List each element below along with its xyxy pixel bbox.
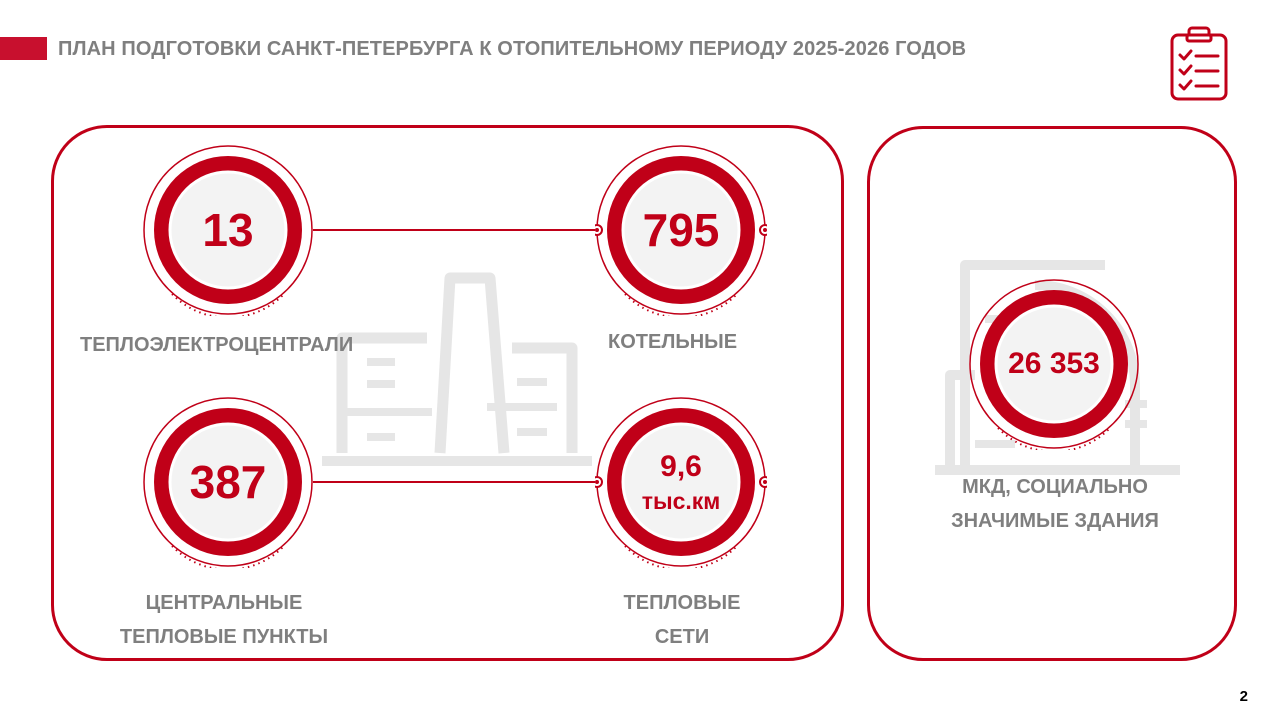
stat-networks-value: 9,6 тыс.км: [595, 396, 767, 568]
stat-substations-value: 387: [189, 456, 267, 508]
caption-buildings: МКД, СОЦИАЛЬНО ЗНАЧИМЫЕ ЗДАНИЯ: [951, 476, 1159, 532]
caption-substations: ЦЕНТРАЛЬНЫЕ ТЕПЛОВЫЕ ПУНКТЫ: [119, 592, 329, 648]
stat-boilers: 795: [595, 144, 767, 316]
title-accent-bar: [0, 37, 47, 60]
stat-networks: 9,6 тыс.км: [595, 396, 767, 568]
caption-networks: ТЕПЛОВЫЕ СЕТИ: [623, 592, 741, 648]
page-number: 2: [1239, 688, 1248, 705]
stat-substations: 387: [142, 396, 314, 568]
connector-line-bottom: [313, 481, 599, 483]
stat-chp-value: 13: [202, 204, 254, 256]
stat-buildings-value: 26 353: [1008, 347, 1100, 380]
connector-line-top: [313, 229, 599, 231]
stat-boilers-value: 795: [642, 204, 720, 256]
stat-buildings: 26 353: [968, 278, 1140, 450]
slide-title: ПЛАН ПОДГОТОВКИ САНКТ-ПЕТЕРБУРГА К ОТОПИ…: [58, 38, 967, 60]
stat-networks-number: 9,6: [660, 449, 702, 483]
caption-chp: ТЕПЛОЭЛЕКТРОЦЕНТРАЛИ: [80, 334, 354, 356]
caption-boilers: КОТЕЛЬНЫЕ: [608, 331, 738, 353]
clipboard-checklist-icon: [1170, 26, 1228, 101]
stat-networks-unit: тыс.км: [641, 487, 721, 514]
power-plant-illustration: [322, 272, 592, 466]
stat-chp: 13: [142, 144, 314, 316]
